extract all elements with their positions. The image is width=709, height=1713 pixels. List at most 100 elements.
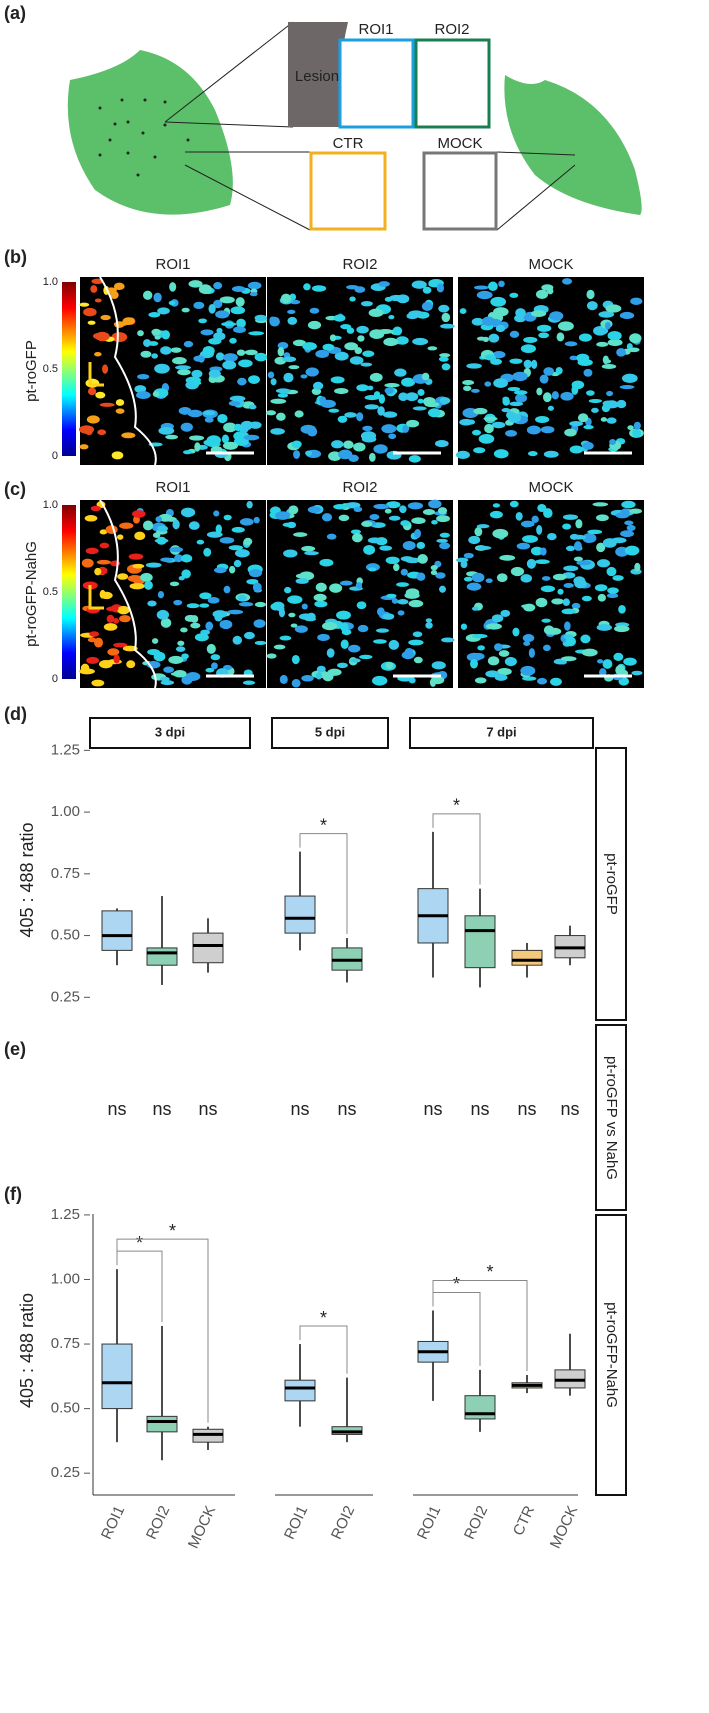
chloroplast <box>287 316 298 325</box>
y-tick-label: 0.25 <box>51 1464 80 1481</box>
chloroplast <box>106 606 119 612</box>
chloroplast <box>119 522 134 529</box>
chloroplast <box>316 665 326 673</box>
chloroplast <box>460 623 468 630</box>
chloroplast <box>515 512 523 521</box>
chloroplast <box>540 547 547 556</box>
chloroplast <box>596 559 611 568</box>
chloroplast <box>557 321 574 331</box>
chloroplast <box>376 607 385 616</box>
chloroplast <box>221 321 237 327</box>
chloroplast <box>411 280 427 289</box>
chloroplast <box>484 354 496 360</box>
chloroplast <box>400 556 414 562</box>
chloroplast <box>160 680 175 686</box>
chloroplast <box>621 373 638 384</box>
chloroplast <box>294 410 304 418</box>
chloroplast <box>471 634 488 639</box>
chloroplast <box>400 520 410 527</box>
chloroplast <box>319 558 334 567</box>
chloroplast <box>564 621 571 631</box>
colorbar-tick-label: 0.5 <box>43 586 58 598</box>
facet-strip <box>271 717 389 749</box>
chloroplast <box>147 648 160 656</box>
chloroplast <box>204 417 214 423</box>
chloroplast <box>557 588 564 595</box>
chloroplast <box>476 290 493 300</box>
chloroplast <box>248 331 265 336</box>
chloroplast <box>119 615 131 623</box>
chloroplast <box>386 501 401 509</box>
chloroplast <box>211 662 218 670</box>
chloroplast <box>573 541 582 551</box>
chloroplast <box>543 625 555 635</box>
chloroplast <box>349 296 356 302</box>
chloroplast <box>630 297 643 305</box>
chloroplast <box>231 286 246 292</box>
chloroplast <box>300 374 308 379</box>
chloroplast <box>471 317 485 326</box>
chloroplast <box>276 412 286 421</box>
chloroplast <box>506 411 516 420</box>
chloroplast <box>488 333 500 343</box>
chloroplast <box>438 356 449 362</box>
chloroplast <box>471 429 482 436</box>
chloroplast <box>223 353 238 362</box>
chloroplast <box>463 552 474 559</box>
box <box>464 1395 496 1420</box>
chloroplast <box>456 557 469 563</box>
chloroplast <box>522 634 535 643</box>
chloroplast <box>412 631 423 638</box>
chloroplast <box>223 514 232 521</box>
facet-strip <box>89 717 251 749</box>
chloroplast <box>208 369 221 378</box>
chloroplast <box>300 424 317 434</box>
chloroplast <box>86 656 100 664</box>
chloroplast <box>99 542 110 549</box>
chloroplast <box>267 371 275 379</box>
chloroplast <box>283 549 298 558</box>
chloroplast <box>576 353 590 363</box>
chloroplast <box>301 603 308 610</box>
chloroplast <box>417 388 425 396</box>
chloroplast <box>539 374 549 384</box>
chloroplast <box>569 420 584 427</box>
chloroplast <box>577 413 589 423</box>
chloroplast <box>460 560 468 569</box>
chloroplast <box>500 609 511 617</box>
chloroplast <box>385 556 400 565</box>
chloroplast <box>322 621 338 631</box>
chloroplast <box>509 292 519 298</box>
chloroplast <box>219 619 233 630</box>
chloroplast <box>549 311 564 321</box>
chloroplast <box>132 563 145 569</box>
chloroplast <box>407 502 424 510</box>
chloroplast <box>400 568 408 576</box>
chloroplasts <box>456 278 644 460</box>
chloroplast <box>277 347 285 357</box>
chloroplast <box>373 391 381 398</box>
chloroplast <box>369 372 383 382</box>
chloroplast <box>137 330 144 337</box>
chloroplast <box>219 537 235 544</box>
chloroplast <box>404 592 420 599</box>
chloroplast <box>191 369 203 378</box>
chloroplast <box>540 585 556 593</box>
chloroplast <box>313 593 327 602</box>
panel-label: (a) <box>4 3 26 23</box>
chloroplast <box>117 573 129 580</box>
chloroplast <box>148 341 159 346</box>
chloroplast <box>612 575 624 581</box>
chloroplast <box>113 642 128 648</box>
chloroplast <box>383 337 399 347</box>
chloroplast <box>526 425 541 435</box>
chloroplast <box>359 654 373 660</box>
x-tick-label: ROI2 <box>328 1503 358 1542</box>
chloroplast <box>210 654 221 661</box>
chloroplast <box>249 291 258 297</box>
chloroplast <box>283 372 294 383</box>
chloroplast <box>600 417 608 422</box>
chloroplast <box>609 439 616 445</box>
chloroplast <box>597 593 606 602</box>
image-title: ROI1 <box>155 479 190 496</box>
